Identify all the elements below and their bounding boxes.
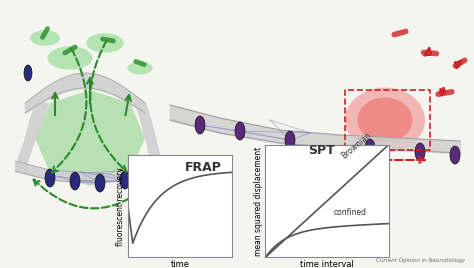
Ellipse shape [95, 174, 105, 192]
Ellipse shape [70, 172, 80, 190]
Text: SPT: SPT [309, 144, 335, 157]
Ellipse shape [450, 146, 460, 164]
Ellipse shape [357, 98, 412, 143]
Ellipse shape [195, 116, 205, 134]
Ellipse shape [120, 171, 130, 189]
Ellipse shape [415, 143, 425, 161]
Text: Brownian: Brownian [339, 130, 373, 160]
Ellipse shape [235, 122, 245, 140]
Ellipse shape [30, 30, 60, 46]
X-axis label: time interval: time interval [300, 260, 354, 268]
Ellipse shape [365, 139, 375, 157]
Ellipse shape [285, 131, 295, 149]
Ellipse shape [47, 46, 92, 70]
Text: Current Opinion in Neurobiology: Current Opinion in Neurobiology [376, 258, 465, 263]
Y-axis label: fluorescent recovery: fluorescent recovery [116, 167, 125, 246]
Polygon shape [35, 90, 145, 186]
Ellipse shape [345, 87, 425, 152]
Ellipse shape [128, 61, 153, 75]
X-axis label: time: time [171, 260, 190, 268]
Ellipse shape [24, 65, 32, 81]
Ellipse shape [45, 169, 55, 187]
Ellipse shape [86, 33, 124, 53]
Y-axis label: mean squared displacement: mean squared displacement [254, 146, 263, 256]
Text: confined: confined [333, 207, 366, 217]
Text: FRAP: FRAP [185, 161, 222, 174]
